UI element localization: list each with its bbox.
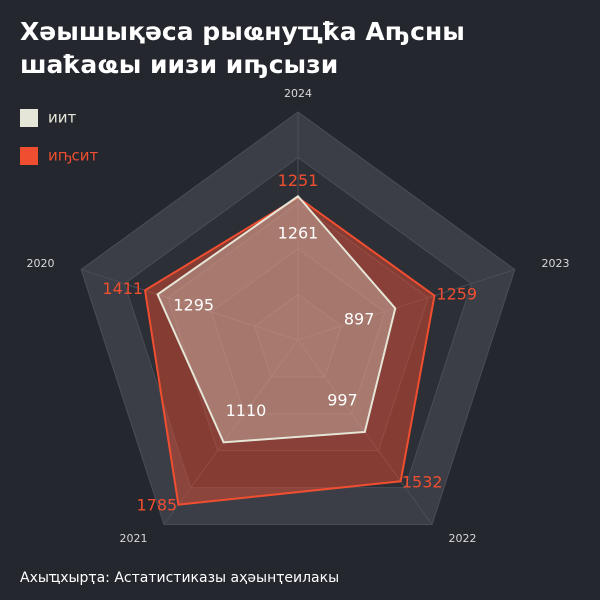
data-label: 1251 xyxy=(278,171,319,190)
data-label: 1532 xyxy=(402,472,443,491)
data-label: 1295 xyxy=(173,296,214,315)
spoke xyxy=(81,269,299,341)
chart-title: Хәышықәса рыҩнуҵҟа Аҧсны xyxy=(20,17,465,46)
axis-label: 2020 xyxy=(27,257,55,270)
source: Ахыҵхырҭа: Астатистиказы аҳәынҭеилакы xyxy=(20,570,339,586)
data-label: 897 xyxy=(344,310,375,329)
legend-label: иит xyxy=(48,109,76,127)
axis-label: 2023 xyxy=(541,257,569,270)
data-label: 1785 xyxy=(136,496,177,515)
series-area xyxy=(156,194,397,444)
data-label: 1110 xyxy=(226,401,267,420)
axis-label: 2022 xyxy=(448,532,476,545)
data-label: 997 xyxy=(327,391,358,410)
spoke xyxy=(163,339,299,525)
axis-label: 2021 xyxy=(120,532,148,545)
axis-label: 2024 xyxy=(284,87,312,100)
legend-swatch xyxy=(20,109,38,127)
legend-label: иҧсит xyxy=(48,147,98,165)
chart-title: шаҟаҩы иизи иҧсызи xyxy=(20,50,338,79)
spoke xyxy=(297,269,515,341)
legend-swatch xyxy=(20,147,38,165)
data-label: 1411 xyxy=(102,279,143,298)
data-label: 1259 xyxy=(436,285,477,304)
data-label: 1261 xyxy=(278,224,319,243)
